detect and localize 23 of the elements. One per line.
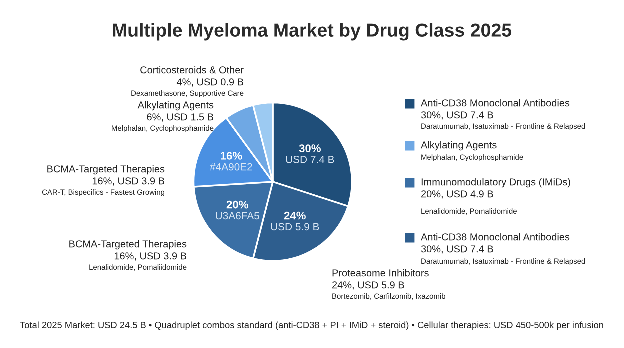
text: 4%, USD 0.9 B bbox=[176, 78, 244, 87]
slice-label: BCMA-Targeted Therapies bbox=[48, 165, 165, 175]
slice-label: Alkylating Agents bbox=[138, 101, 214, 111]
chart-title: Multiple Myeloma Market by Drug Class 2025 bbox=[113, 23, 512, 41]
text: 20%, USD 4.9 B bbox=[422, 190, 494, 199]
text: 6%, USD 1.5 B bbox=[147, 114, 214, 122]
text: Anti-CD38 Monoclonal Antibodies bbox=[421, 99, 570, 107]
slice-label: Proteasome Inhibitors bbox=[332, 269, 429, 277]
data-label: 16% #4A90E2 bbox=[210, 152, 252, 171]
data-label: 30% USD 7.4 B bbox=[286, 144, 334, 164]
text: 16%, USD 3.9 B bbox=[114, 252, 186, 261]
text: Immunomodulatory Drugs (IMiDs) bbox=[422, 178, 570, 188]
slice-label: BCMA-Targeted Therapies bbox=[70, 240, 187, 250]
text: 30%, USD 7.4 B bbox=[421, 112, 494, 120]
text: 30%, USD 7.4 B bbox=[421, 246, 494, 254]
text: Alkylating Agents bbox=[421, 141, 497, 151]
data-label: 20% U3A6FA5 bbox=[216, 200, 260, 220]
slice-label: Corticosteroids & Other bbox=[140, 66, 244, 74]
text: Anti-CD38 Monoclonal Antibodies bbox=[421, 233, 570, 241]
text: Total 2025 Market: USD 24.5 B • Quadruplet combos standard (anti-CD38 + PI + IMiD + steroid) • Cellular therapies: USD 450-500k per infusion bbox=[20, 322, 604, 330]
text: 24%, USD 5.9 B bbox=[332, 282, 404, 290]
text: 16%, USD 3.9 B bbox=[92, 178, 164, 186]
data-label: 24% USD 5.9 B bbox=[271, 212, 320, 231]
